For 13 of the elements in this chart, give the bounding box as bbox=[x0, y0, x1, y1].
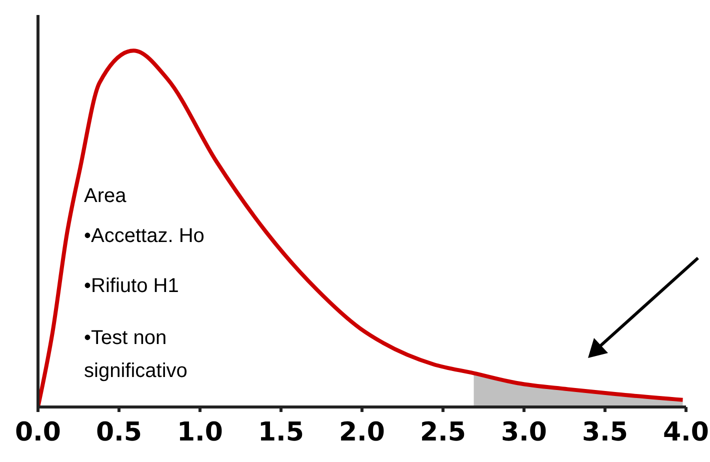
x-tick-label: 1.5 bbox=[258, 417, 304, 448]
annotation: •Rifiuto H1 bbox=[84, 274, 180, 299]
x-tick-label: 1.0 bbox=[176, 417, 224, 448]
x-tick-label: 3.5 bbox=[582, 417, 628, 448]
x-tick-label: 4.0 bbox=[662, 417, 710, 448]
x-tick-label: 3.0 bbox=[500, 417, 548, 448]
annotation: •Accettaz. Ho bbox=[84, 224, 206, 249]
annotation: •Test non significativo bbox=[84, 326, 188, 384]
x-tick-label: 0.0 bbox=[14, 417, 62, 448]
annotation: Area bbox=[84, 184, 128, 209]
x-tick-label: 0.5 bbox=[96, 417, 142, 448]
x-tick-label: 2.0 bbox=[338, 417, 386, 448]
x-tick-label: 2.5 bbox=[420, 417, 466, 448]
